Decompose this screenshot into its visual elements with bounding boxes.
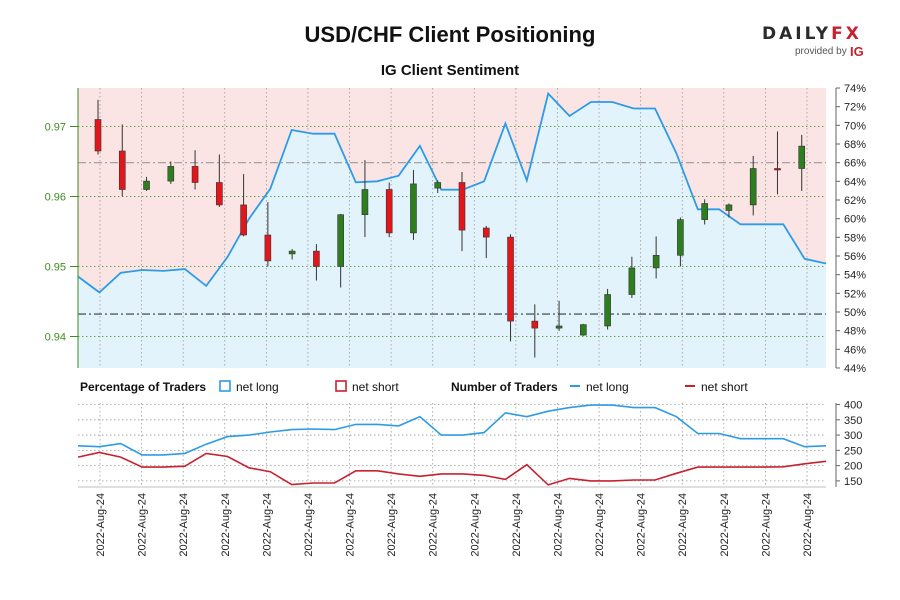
provided-by-text: provided by — [795, 46, 847, 57]
legend-long-box — [219, 380, 231, 392]
candle-up — [701, 203, 708, 220]
candle-up — [677, 219, 684, 256]
sentiment-tick-label: 74% — [844, 83, 866, 95]
x-axis-date-label: 2022-Aug-24 — [137, 493, 149, 557]
candle-down — [458, 182, 466, 231]
x-axis-date-label: 2022-Aug-24 — [636, 493, 648, 557]
legend-pct-net-short: net short — [352, 380, 399, 394]
sentiment-tick-label: 62% — [844, 195, 866, 207]
ig-logo: IG — [850, 44, 864, 59]
traders-net-short-line — [77, 451, 827, 486]
candle-down — [385, 189, 393, 234]
traders-tick-label: 250 — [844, 445, 862, 457]
traders-tick-label: 350 — [844, 415, 862, 427]
sentiment-tick-label: 68% — [844, 139, 866, 151]
candle-down — [94, 119, 102, 152]
candle-up — [143, 180, 150, 190]
brand-fx: FX — [831, 24, 862, 44]
candle-down — [507, 236, 514, 322]
traders-tick-label: 300 — [844, 430, 862, 442]
candle-down — [313, 250, 320, 267]
sentiment-tick-label: 60% — [844, 214, 866, 226]
legend-short-box — [335, 380, 347, 392]
legend-number-title: Number of Traders — [451, 380, 558, 394]
sentiment-tick-label: 72% — [844, 102, 866, 114]
candle-up — [337, 214, 344, 267]
x-axis-date-label: 2022-Aug-24 — [469, 493, 481, 557]
price-tick-label: 0.95 — [45, 262, 66, 274]
candle-up — [652, 255, 660, 269]
x-axis-date-label: 2022-Aug-24 — [511, 493, 523, 557]
x-axis-date-label: 2022-Aug-24 — [345, 493, 357, 557]
candle-up — [725, 204, 733, 211]
price-tick-label: 0.97 — [45, 122, 66, 134]
candle-up — [555, 325, 563, 329]
net-long-sentiment-line — [77, 91, 827, 294]
sentiment-tick-label: 58% — [844, 232, 866, 244]
legend-num-net-short: net short — [701, 380, 748, 394]
x-axis-date-label: 2022-Aug-24 — [719, 493, 731, 557]
x-axis-date-label: 2022-Aug-24 — [594, 493, 606, 557]
sentiment-tick-label: 66% — [844, 158, 866, 170]
sentiment-tick-label: 52% — [844, 288, 866, 300]
sentiment-tick-label: 56% — [844, 251, 866, 263]
brand-daily: DAILY — [762, 24, 832, 44]
candle-down — [774, 168, 781, 171]
x-axis-date-label: 2022-Aug-24 — [802, 493, 814, 557]
legend-pct-net-long: net long — [236, 380, 279, 394]
candle-down — [531, 320, 539, 329]
x-axis-date-label: 2022-Aug-24 — [303, 493, 315, 557]
candle-up — [434, 182, 442, 189]
sentiment-tick-label: 44% — [844, 363, 866, 375]
sentiment-tick-label: 54% — [844, 270, 866, 282]
candle-down — [191, 166, 199, 183]
candle-up — [361, 189, 369, 216]
sentiment-tick-label: 64% — [844, 176, 866, 188]
candle-up — [604, 294, 611, 327]
price-tick-label: 0.96 — [45, 192, 66, 204]
dailyfx-logo: DAILYFX — [762, 24, 862, 44]
candle-up — [798, 145, 806, 169]
candle-up — [167, 166, 175, 182]
x-axis-date-label: 2022-Aug-24 — [220, 493, 232, 557]
x-axis-date-label: 2022-Aug-24 — [95, 493, 107, 557]
legend-percentage-title: Percentage of Traders — [80, 380, 206, 394]
candle-up — [628, 267, 636, 295]
legend-num-net-long: net long — [586, 380, 629, 394]
candle-down — [118, 150, 126, 190]
chart-title: USD/CHF Client Positioning — [304, 22, 596, 47]
traders-tick-label: 150 — [844, 476, 862, 488]
sentiment-tick-label: 50% — [844, 307, 866, 319]
price-tick-label: 0.94 — [45, 332, 66, 344]
x-axis-date-label: 2022-Aug-24 — [677, 493, 689, 557]
x-axis-date-label: 2022-Aug-24 — [428, 493, 440, 557]
sentiment-tick-label: 46% — [844, 344, 866, 356]
candle-down — [482, 227, 490, 238]
x-axis-date-label: 2022-Aug-24 — [178, 493, 190, 557]
candle-down — [240, 204, 247, 236]
traders-tick-label: 400 — [844, 400, 862, 412]
candle-down — [264, 234, 272, 262]
x-axis-date-label: 2022-Aug-24 — [386, 493, 398, 557]
sentiment-tick-label: 48% — [844, 326, 866, 338]
sentiment-tick-label: 70% — [844, 120, 866, 132]
x-axis-date-label: 2022-Aug-24 — [552, 493, 564, 557]
candle-down — [216, 182, 223, 206]
x-axis-date-label: 2022-Aug-24 — [760, 493, 772, 557]
chart-subtitle: IG Client Sentiment — [380, 62, 520, 79]
candle-up — [410, 183, 417, 234]
x-axis-date-label: 2022-Aug-24 — [261, 493, 273, 557]
candle-up — [749, 168, 757, 206]
traders-tick-label: 200 — [844, 461, 862, 473]
candle-up — [580, 324, 587, 336]
candle-up — [288, 250, 296, 255]
net-short-area — [78, 88, 826, 293]
traders-net-long-line — [77, 404, 827, 456]
